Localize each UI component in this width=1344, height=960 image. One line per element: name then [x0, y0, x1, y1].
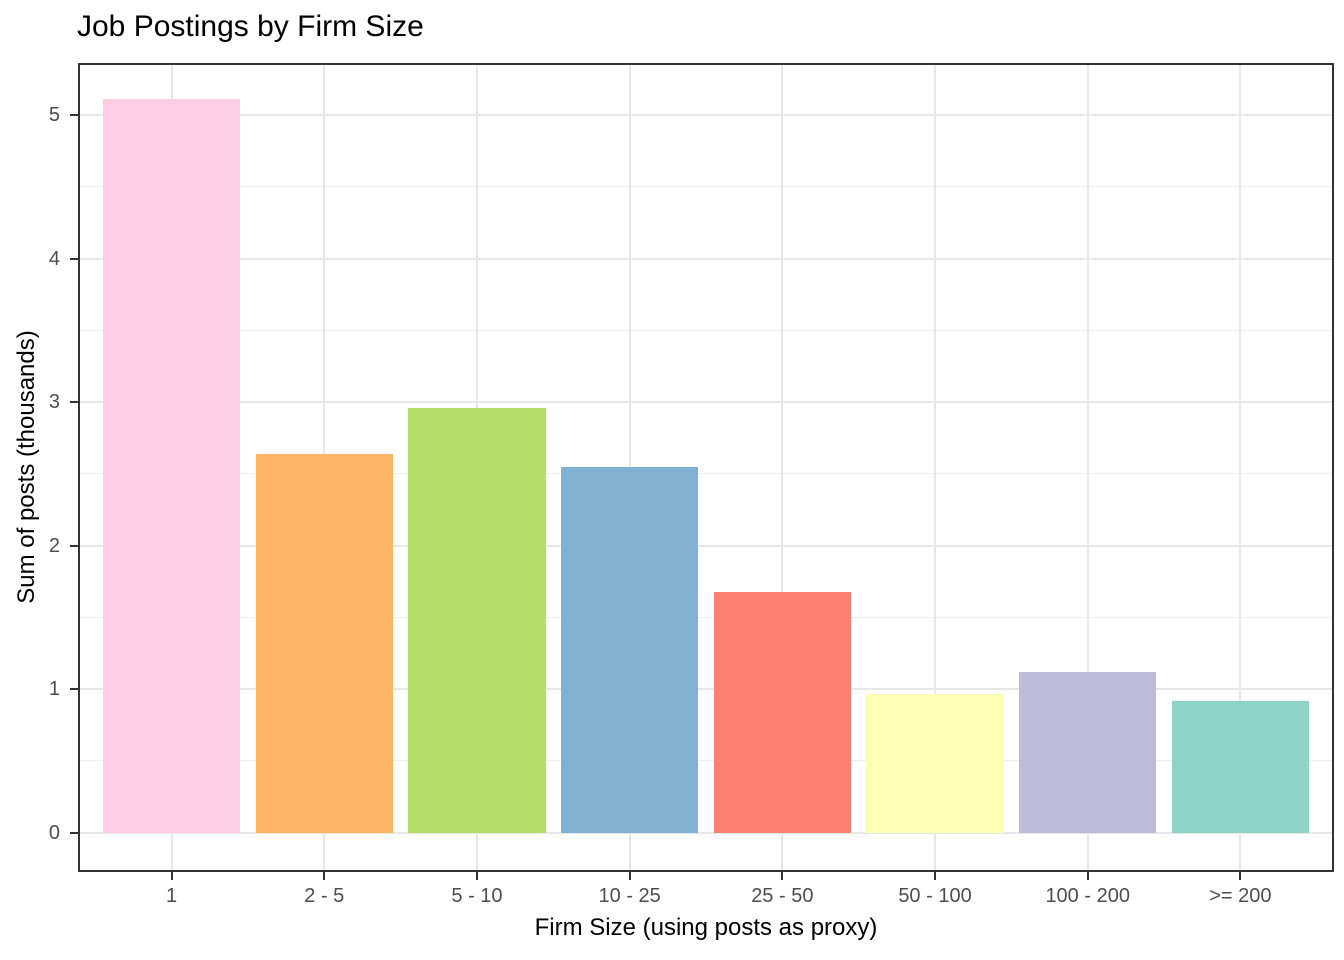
bar-5-10 [408, 407, 546, 833]
x-tick-mark-6 [934, 872, 937, 880]
minor-gridline-y-1.5 [80, 616, 1332, 618]
y-axis-title: Sum of posts (thousands) [13, 330, 40, 604]
x-tick-label-8: >= 200 [1209, 885, 1272, 907]
chart-title: Job Postings by Firm Size [77, 10, 424, 43]
y-tick-label-5: 5 [48, 104, 60, 127]
bar-10-25 [560, 466, 699, 833]
major-gridline-x-5 [781, 65, 784, 870]
x-tick-mark-1 [170, 872, 173, 880]
x-tick-mark-3 [475, 872, 478, 880]
x-tick-label-4: 10 - 25 [598, 885, 661, 907]
x-tick-label-5: 25 - 50 [751, 885, 814, 907]
bar-1 [102, 99, 241, 833]
bar->=200 [1171, 700, 1310, 833]
y-tick-mark-0 [70, 831, 78, 834]
bar-100-200 [1019, 671, 1157, 833]
y-tick-mark-1 [70, 688, 78, 691]
minor-gridline-y-4.5 [80, 186, 1332, 188]
bar-25-50 [713, 591, 852, 833]
x-tick-mark-4 [628, 872, 631, 880]
major-gridline-y-4 [80, 257, 1332, 260]
x-tick-label-2: 2 - 5 [304, 885, 345, 907]
y-tick-mark-4 [70, 257, 78, 260]
x-tick-label-3: 5 - 10 [451, 885, 503, 907]
major-gridline-y-3 [80, 401, 1332, 404]
major-gridline-y-1 [80, 688, 1332, 691]
y-tick-mark-3 [70, 401, 78, 404]
bar-2-5 [255, 453, 393, 833]
y-tick-label-0: 0 [48, 821, 60, 844]
y-tick-label-4: 4 [48, 247, 60, 270]
x-tick-mark-8 [1239, 872, 1242, 880]
major-gridline-y-0 [80, 831, 1332, 834]
major-gridline-y-2 [80, 544, 1332, 547]
major-gridline-x-6 [934, 65, 937, 870]
plot-panel [78, 63, 1334, 872]
x-tick-mark-5 [781, 872, 784, 880]
bar-50-100 [866, 693, 1004, 833]
major-gridline-y-5 [80, 114, 1332, 117]
x-axis-title: Firm Size (using posts as proxy) [534, 914, 878, 941]
x-tick-mark-2 [323, 872, 326, 880]
x-tick-mark-7 [1086, 872, 1089, 880]
x-tick-label-6: 50 - 100 [898, 885, 972, 907]
major-gridline-x-7 [1086, 65, 1089, 870]
y-tick-label-1: 1 [48, 678, 60, 701]
x-tick-label-1: 1 [166, 885, 178, 907]
major-gridline-x-8 [1239, 65, 1242, 870]
x-tick-label-7: 100 - 200 [1045, 885, 1130, 907]
minor-gridline-y-2.5 [80, 473, 1332, 475]
minor-gridline-y-3.5 [80, 329, 1332, 331]
y-tick-mark-5 [70, 114, 78, 117]
y-tick-mark-2 [70, 544, 78, 547]
minor-gridline-y-0.5 [80, 760, 1332, 762]
y-tick-label-2: 2 [48, 534, 60, 557]
y-tick-label-3: 3 [48, 391, 60, 414]
